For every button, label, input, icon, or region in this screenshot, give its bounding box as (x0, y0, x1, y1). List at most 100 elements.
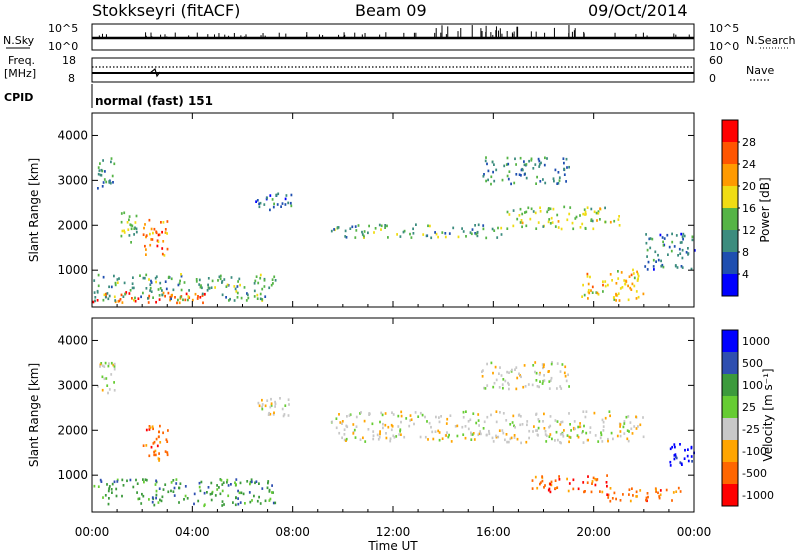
velocity-cell (673, 443, 676, 446)
velocity-cell (544, 433, 547, 436)
velocity-cell (382, 422, 384, 426)
power-cell (532, 167, 535, 170)
power-cell (237, 280, 239, 283)
power-cell (661, 236, 664, 239)
velocity-cell (239, 501, 242, 504)
velocity-cell (234, 481, 236, 484)
power-cell (530, 159, 533, 162)
velocity-cell (497, 435, 500, 439)
velocity-cell (359, 412, 361, 415)
velocity-cell (108, 485, 111, 488)
power-cell (161, 289, 163, 292)
velocity-cell (103, 365, 106, 368)
colorbar-tick-label: 20 (742, 180, 756, 193)
velocity-cell (165, 438, 168, 441)
power-cell (201, 286, 203, 290)
velocity-cell (568, 412, 570, 415)
power-cell (180, 273, 182, 276)
velocity-cell (626, 437, 629, 441)
power-cell (195, 280, 198, 283)
velocity-cell (249, 480, 252, 484)
power-cell (113, 295, 116, 299)
power-cell (615, 294, 618, 297)
power-cell (145, 287, 148, 290)
velocity-cell (385, 432, 387, 435)
velocity-cell (392, 434, 395, 438)
velocity-cell (227, 484, 230, 487)
power-cell (118, 299, 121, 303)
velocity-cell (606, 493, 609, 496)
velocity-cell (400, 410, 403, 414)
power-cell (500, 226, 503, 230)
power-cell (183, 281, 186, 284)
velocity-cell (107, 391, 109, 395)
power-cell (507, 162, 510, 166)
velocity-cell (172, 479, 175, 482)
power-cell (97, 166, 100, 169)
power-cell (145, 248, 147, 251)
power-cell (357, 224, 360, 227)
power-cell (162, 291, 165, 295)
colorbar-tick-label: 100 (742, 379, 763, 392)
power-cell (221, 280, 224, 283)
power-cell (399, 235, 402, 238)
velocity-cell (623, 420, 626, 423)
power-cell (191, 298, 194, 302)
velocity-cell (561, 420, 564, 424)
power-cell (515, 163, 517, 166)
velocity-cell (268, 490, 271, 493)
velocity-cell (152, 442, 155, 445)
power-cell (558, 176, 561, 179)
power-cell (148, 278, 150, 281)
velocity-cell (669, 447, 672, 451)
velocity-cell (677, 486, 680, 490)
power-cell (258, 205, 261, 209)
power-cell (520, 168, 523, 172)
velocity-cell (379, 420, 381, 424)
power-cell (519, 221, 522, 224)
velocity-cell (352, 423, 355, 426)
velocity-cell (398, 433, 401, 436)
velocity-cell (591, 480, 594, 483)
velocity-cell (631, 432, 634, 435)
velocity-cell (115, 494, 118, 498)
velocity-cell (535, 429, 537, 432)
velocity-cell (112, 363, 115, 367)
colorbar-swatch (722, 252, 738, 275)
power-cell (125, 291, 128, 294)
power-cell (557, 182, 560, 185)
velocity-cell (270, 397, 272, 401)
y-tick-label: 2000 (57, 423, 88, 437)
velocity-cell (274, 405, 276, 408)
velocity-cell (226, 478, 229, 482)
velocity-cell (219, 492, 222, 496)
power-cell (542, 225, 545, 228)
velocity-cell (658, 495, 661, 498)
time-x-ticks: 00:00 04:00 08:00 12:00 16:00 20:00 00:00 (75, 113, 712, 539)
velocity-cell (559, 370, 562, 373)
velocity-cell (498, 429, 501, 432)
velocity-cell (405, 417, 408, 420)
power-cell (619, 287, 622, 290)
power-cell (230, 276, 233, 279)
power-cell (544, 181, 547, 185)
velocity-cell (498, 372, 500, 375)
velocity-cell (579, 422, 581, 425)
velocity-cell (594, 477, 597, 481)
power-cell (546, 157, 548, 160)
velocity-cell (391, 425, 394, 428)
velocity-cell (590, 490, 593, 494)
power-cell (609, 273, 612, 276)
velocity-cell (153, 453, 156, 457)
velocity-cell (646, 492, 649, 495)
power-cell (637, 277, 639, 280)
x-tick-label: 00:00 (677, 525, 712, 539)
power-cell (409, 232, 411, 236)
velocity-cell (602, 425, 605, 428)
power-cell (114, 299, 117, 302)
power-cell (584, 213, 586, 216)
power-cell (675, 234, 678, 237)
power-cell (435, 232, 438, 236)
velocity-cell (438, 431, 441, 434)
velocity-cell (569, 436, 572, 439)
